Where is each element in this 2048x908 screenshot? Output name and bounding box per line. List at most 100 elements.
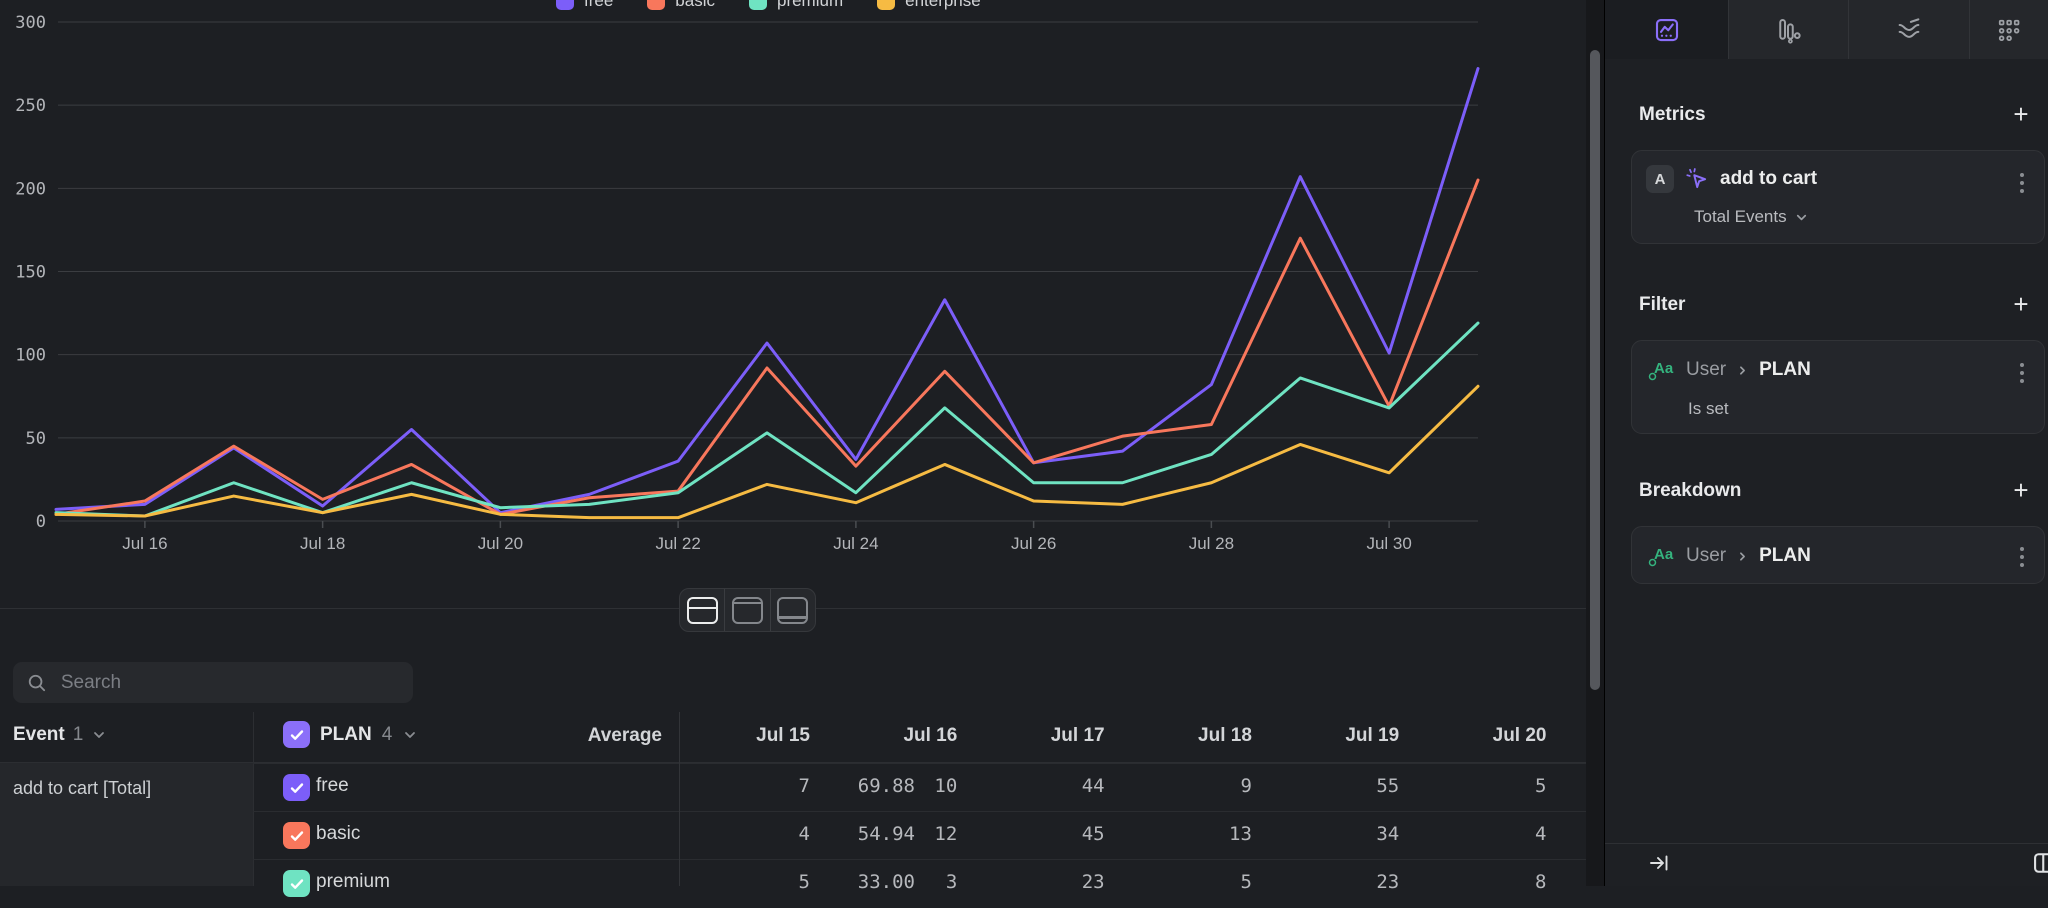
filter-options-button[interactable] bbox=[2012, 363, 2032, 383]
chevron-down-icon bbox=[94, 732, 105, 738]
metric-options-button[interactable] bbox=[2012, 173, 2032, 193]
table-row-premium[interactable]: premium 33.00 5 3 23 5 23 8 bbox=[253, 859, 1586, 908]
series-line-free[interactable] bbox=[54, 67, 1480, 515]
legend-swatch bbox=[877, 0, 896, 10]
date-column-header: Jul 18 bbox=[1198, 725, 1252, 746]
add-metric-button[interactable]: + bbox=[2013, 98, 2029, 129]
event-column-count: 1 bbox=[72, 724, 84, 745]
breakdown-options-button[interactable] bbox=[2012, 547, 2032, 567]
collapse-sidebar-button[interactable] bbox=[1647, 851, 1671, 880]
legend-swatch bbox=[556, 0, 574, 10]
breakdown-scope: User bbox=[1686, 545, 1727, 566]
row-value: 9 bbox=[1240, 775, 1252, 797]
text-property-icon: Aa bbox=[1648, 360, 1674, 381]
tab-bar-chart[interactable] bbox=[1728, 0, 1848, 59]
x-axis-label: Jul 28 bbox=[1189, 534, 1234, 553]
search-input[interactable] bbox=[58, 670, 399, 695]
series-line-premium[interactable] bbox=[54, 321, 1480, 518]
layout-toggle-group bbox=[679, 588, 816, 632]
event-total-cell[interactable]: add to cart [Total] bbox=[13, 778, 152, 798]
column-divider bbox=[253, 712, 254, 886]
filter-card[interactable]: Aa User PLAN Is set bbox=[1631, 340, 2045, 434]
legend-label: free bbox=[584, 0, 614, 10]
table-row-basic[interactable]: basic 54.94 4 12 45 13 34 4 bbox=[253, 811, 1586, 860]
table-row-free[interactable]: free 69.88 7 10 44 9 55 5 bbox=[253, 763, 1586, 812]
scrollbar-thumb[interactable] bbox=[1590, 50, 1600, 690]
date-column-header: Jul 19 bbox=[1345, 725, 1400, 746]
event-cell-background bbox=[0, 763, 253, 886]
search-bar[interactable] bbox=[13, 662, 413, 703]
panel-layout-button[interactable] bbox=[2031, 849, 2048, 882]
event-cursor-icon bbox=[1686, 168, 1707, 189]
tab-flow-chart[interactable] bbox=[1848, 0, 1968, 59]
add-filter-button[interactable]: + bbox=[2013, 288, 2029, 319]
chevron-down-icon bbox=[1796, 214, 1806, 220]
y-axis-label: 100 bbox=[15, 346, 46, 366]
check-icon bbox=[290, 729, 303, 740]
arrow-bar-right-icon bbox=[1650, 855, 1668, 871]
row-average: 69.88 bbox=[857, 775, 915, 797]
row-value: 44 bbox=[1081, 775, 1105, 797]
tab-grid-chart[interactable] bbox=[1968, 0, 2048, 59]
metric-title: add to cart bbox=[1720, 168, 1818, 189]
bar-chart-icon bbox=[1779, 18, 1801, 44]
add-breakdown-button[interactable]: + bbox=[2013, 474, 2029, 505]
legend-item-free[interactable]: free bbox=[556, 0, 613, 11]
row-checkbox[interactable] bbox=[283, 870, 310, 897]
filter-heading: Filter bbox=[1639, 294, 1686, 315]
series-line-enterprise[interactable] bbox=[54, 384, 1480, 520]
event-column-header[interactable]: Event 1 bbox=[13, 724, 107, 746]
row-value: 13 bbox=[1229, 823, 1252, 845]
legend-swatch bbox=[647, 0, 666, 10]
plan-column-label: PLAN bbox=[320, 723, 372, 745]
row-checkbox[interactable] bbox=[283, 822, 310, 849]
footer-divider bbox=[1605, 843, 2048, 844]
row-value: 3 bbox=[945, 871, 958, 893]
frozen-column-divider bbox=[679, 712, 680, 886]
legend-swatch bbox=[748, 0, 767, 10]
breakdown-heading: Breakdown bbox=[1639, 480, 1742, 501]
metric-measure-dropdown[interactable]: Total Events bbox=[1694, 207, 1809, 227]
row-value: 5 bbox=[798, 871, 810, 893]
tab-line-chart[interactable] bbox=[1605, 0, 1729, 59]
x-axis-label: Jul 20 bbox=[478, 534, 523, 553]
grid-chart-icon bbox=[1999, 19, 2020, 41]
scrollbar-track[interactable] bbox=[1586, 0, 1604, 886]
row-checkbox[interactable] bbox=[283, 774, 310, 801]
row-value: 23 bbox=[1376, 871, 1400, 893]
y-axis-label: 200 bbox=[15, 179, 46, 199]
filter-property: PLAN bbox=[1759, 359, 1811, 380]
x-axis-label: Jul 24 bbox=[833, 534, 878, 553]
legend-item-premium[interactable]: premium bbox=[748, 0, 843, 11]
split-view-icon bbox=[686, 596, 718, 624]
row-average: 33.00 bbox=[857, 871, 915, 893]
x-axis-label: Jul 30 bbox=[1366, 534, 1411, 553]
layout-table-only-button[interactable] bbox=[769, 589, 815, 631]
layout-chart-only-button[interactable] bbox=[724, 589, 769, 631]
filter-condition[interactable]: Is set bbox=[1688, 399, 1729, 418]
chart-type-tabs bbox=[1605, 0, 2048, 59]
legend-item-enterprise[interactable]: enterprise bbox=[877, 0, 981, 11]
table-only-icon bbox=[777, 596, 809, 624]
row-value: 5 bbox=[1240, 871, 1252, 893]
row-value: 23 bbox=[1081, 871, 1105, 893]
plan-column-header[interactable]: PLAN 4 bbox=[283, 721, 418, 748]
check-icon bbox=[290, 878, 303, 889]
check-icon bbox=[290, 782, 303, 793]
line-chart[interactable]: 0 50 100 150 200 250 300 Jul 16 Jul 18 Jul 20 Jul … bbox=[0, 0, 1586, 560]
series-line-basic[interactable] bbox=[54, 178, 1480, 516]
row-value: 55 bbox=[1376, 775, 1400, 797]
plan-select-all-checkbox[interactable] bbox=[283, 721, 310, 748]
legend-item-basic[interactable]: basic bbox=[647, 0, 715, 11]
plan-column-count: 4 bbox=[381, 723, 393, 745]
layout-split-button[interactable] bbox=[680, 589, 724, 631]
line-chart-icon bbox=[1655, 18, 1678, 41]
row-value: 34 bbox=[1376, 823, 1400, 845]
header-divider bbox=[0, 762, 1586, 763]
breakdown-card[interactable]: Aa User PLAN bbox=[1631, 526, 2045, 584]
metric-card[interactable]: A add to cart Total Events bbox=[1631, 150, 2045, 244]
chevron-right-icon bbox=[1740, 365, 1746, 375]
breakdown-table: Event 1 PLAN 4 Average Jul 15 Jul bbox=[0, 712, 1586, 897]
report-canvas: 0 50 100 150 200 250 300 Jul 16 Jul 18 Jul 20 Jul … bbox=[0, 0, 1586, 897]
